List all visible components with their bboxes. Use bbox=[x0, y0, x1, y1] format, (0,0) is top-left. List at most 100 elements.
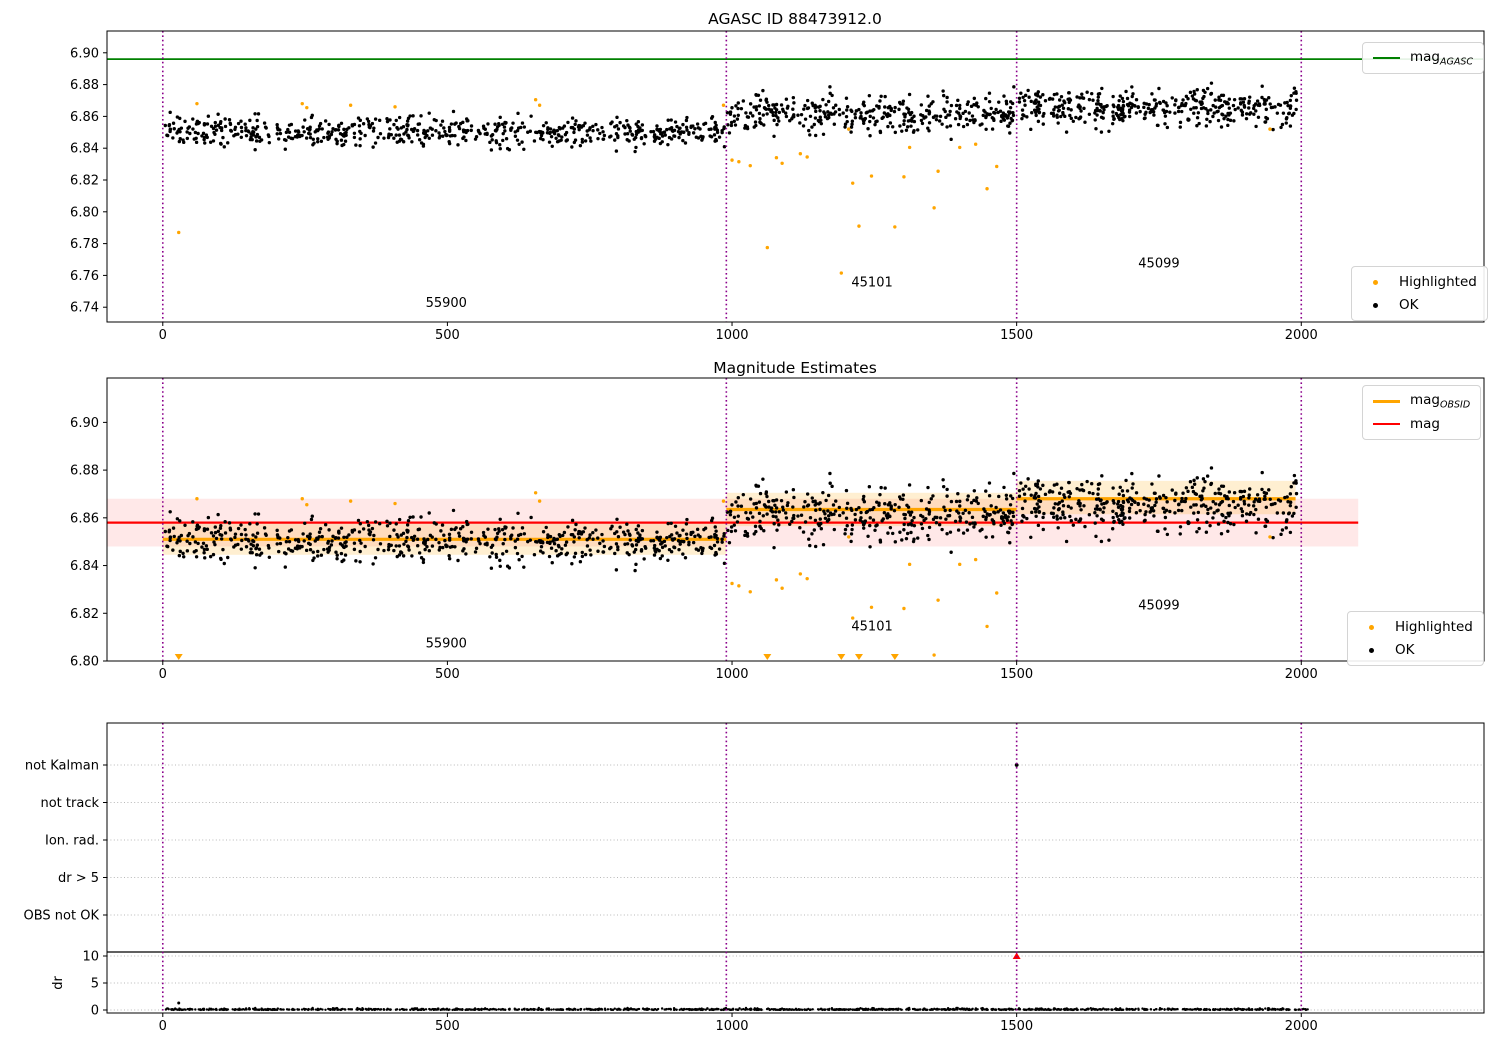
x-tick-label: 500 bbox=[435, 1019, 460, 1034]
legend-item-highlighted: Highlighted bbox=[1362, 272, 1477, 292]
x-tick-label: 1000 bbox=[715, 667, 748, 682]
legend-item-mag: mag bbox=[1373, 414, 1470, 434]
flag-category-label: not Kalman bbox=[25, 759, 99, 774]
legend-marker-dot bbox=[1369, 647, 1374, 653]
plot-title-magnitude-estimates: Magnitude Estimates bbox=[713, 359, 877, 377]
x-tick-label: 2000 bbox=[1285, 667, 1318, 682]
flag-category-label: OBS not OK bbox=[24, 909, 100, 924]
y-tick-label: 6.78 bbox=[70, 237, 99, 252]
legend-marker-swatch bbox=[1362, 279, 1389, 285]
legend-line-swatch bbox=[1373, 57, 1400, 59]
obsid-boundary-lines bbox=[161, 31, 1303, 322]
dr-tick-label: 5 bbox=[91, 977, 99, 992]
y-tick-label: 6.84 bbox=[70, 142, 99, 157]
legend-item-ok: OK bbox=[1358, 640, 1473, 660]
annotation-45101: 45101 bbox=[851, 276, 892, 291]
dr-tick-label: 0 bbox=[91, 1004, 99, 1019]
x-tick-label: 2000 bbox=[1285, 328, 1318, 343]
annotation-55900: 55900 bbox=[426, 296, 467, 311]
x-tick-label: 1500 bbox=[1000, 667, 1033, 682]
y-tick-label: 6.90 bbox=[70, 416, 99, 431]
obsid-annotations: 55900 45101 45099 bbox=[426, 599, 1180, 652]
x-tick-label: 500 bbox=[435, 328, 460, 343]
x-axis: 0 500 1000 1500 2000 bbox=[159, 661, 1318, 682]
plot-border bbox=[106, 377, 1485, 662]
legend-item-mag-obsid: magOBSID bbox=[1373, 391, 1470, 411]
x-axis: 0 500 1000 1500 2000 bbox=[159, 322, 1318, 343]
ok-points bbox=[163, 466, 1299, 573]
legend-label: Highlighted bbox=[1399, 274, 1477, 290]
flag-gridlines bbox=[107, 764, 1484, 1011]
y-tick-label: 6.88 bbox=[70, 78, 99, 93]
x-tick-label: 500 bbox=[435, 667, 460, 682]
flag-category-label: not track bbox=[40, 796, 99, 811]
legend-marker-swatch bbox=[1362, 302, 1389, 308]
legend-top-markers: Highlighted OK bbox=[1351, 266, 1488, 321]
legend-model-lines: magOBSID mag bbox=[1362, 385, 1482, 440]
dr-outlier-point bbox=[177, 1001, 181, 1005]
y-tick-label: 6.82 bbox=[70, 607, 99, 622]
legend-marker-swatch bbox=[1358, 624, 1385, 630]
legend-mag-agasc: magAGASC bbox=[1362, 42, 1485, 74]
obsid-boundary-lines bbox=[161, 723, 1303, 1013]
plot-flags-dr: 0 500 1000 1500 2000 not Kalman not track Ion. … bbox=[24, 722, 1485, 1034]
legend-line-swatch bbox=[1373, 399, 1400, 403]
x-tick-label: 2000 bbox=[1285, 1019, 1318, 1034]
dr-clipped-high-marker bbox=[1012, 952, 1021, 959]
y-tick-label: 6.90 bbox=[70, 46, 99, 61]
y-axis: 6.80 6.82 6.84 6.86 6.88 6.90 bbox=[70, 416, 107, 670]
plot-border bbox=[106, 722, 1485, 1014]
legend-line-swatch bbox=[1373, 423, 1400, 425]
legend-label: Highlighted bbox=[1395, 619, 1473, 635]
y-tick-label: 6.86 bbox=[70, 110, 99, 125]
legend-marker-dot bbox=[1373, 279, 1378, 285]
y-tick-label: 6.76 bbox=[70, 269, 99, 284]
flag-points bbox=[1014, 763, 1019, 767]
dr-tick-label: 10 bbox=[82, 950, 99, 965]
obsid-boundary-lines bbox=[161, 378, 1303, 661]
dr-axis-label: dr bbox=[51, 976, 66, 990]
legend-label: OK bbox=[1395, 642, 1415, 658]
x-tick-label: 0 bbox=[159, 1019, 167, 1034]
y-tick-label: 6.88 bbox=[70, 464, 99, 479]
x-tick-label: 0 bbox=[159, 667, 167, 682]
ok-points bbox=[163, 81, 1299, 154]
y-tick-label: 6.80 bbox=[70, 655, 99, 670]
highlighted-points bbox=[195, 491, 1272, 657]
x-tick-label: 1000 bbox=[715, 328, 748, 343]
dr-points bbox=[164, 1001, 1309, 1012]
annotation-45101: 45101 bbox=[851, 619, 892, 634]
legend-marker-swatch bbox=[1358, 647, 1385, 653]
plot-title-agasc: AGASC ID 88473912.0 bbox=[708, 10, 882, 28]
y-tick-label: 6.80 bbox=[70, 205, 99, 220]
annotation-45099: 45099 bbox=[1138, 256, 1179, 271]
plot-magnitude-estimates: Magnitude Estimates 0 500 1000 1500 2000 6.80… bbox=[70, 359, 1485, 682]
legend-mid-markers: Highlighted OK bbox=[1347, 611, 1484, 666]
highlighted-points bbox=[177, 97, 1272, 275]
x-tick-label: 1500 bbox=[1000, 328, 1033, 343]
legend-marker-dot bbox=[1373, 302, 1378, 308]
x-tick-label: 1500 bbox=[1000, 1019, 1033, 1034]
x-axis: 0 500 1000 1500 2000 bbox=[159, 1013, 1318, 1034]
y-tick-label: 6.84 bbox=[70, 559, 99, 574]
legend-label: magOBSID bbox=[1410, 391, 1471, 411]
plot-border bbox=[106, 30, 1485, 323]
obsid-annotations: 55900 45101 45099 bbox=[426, 256, 1180, 311]
clipped-low-markers bbox=[174, 654, 899, 660]
y-tick-label: 6.82 bbox=[70, 173, 99, 188]
legend-item-ok: OK bbox=[1362, 295, 1477, 315]
y-axis: 6.74 6.76 6.78 6.80 6.82 6.84 6.86 6.88 6.90 bbox=[70, 46, 107, 316]
legend-item-highlighted: Highlighted bbox=[1358, 617, 1473, 637]
annotation-45099: 45099 bbox=[1138, 599, 1179, 614]
legend-item-mag-agasc: magAGASC bbox=[1373, 48, 1473, 68]
x-tick-label: 0 bbox=[159, 328, 167, 343]
plot-agasc-mag: AGASC ID 88473912.0 0 500 1000 1500 2000 6.74… bbox=[70, 10, 1485, 343]
annotation-55900: 55900 bbox=[426, 636, 467, 651]
x-tick-label: 1000 bbox=[715, 1019, 748, 1034]
legend-label: mag bbox=[1410, 416, 1440, 432]
flag-y-axis: not Kalman not track Ion. rad. dr > 5 OBS no… bbox=[24, 759, 107, 1019]
legend-label: OK bbox=[1399, 297, 1419, 313]
y-tick-label: 6.74 bbox=[70, 301, 99, 316]
flag-category-label: dr > 5 bbox=[58, 871, 99, 886]
